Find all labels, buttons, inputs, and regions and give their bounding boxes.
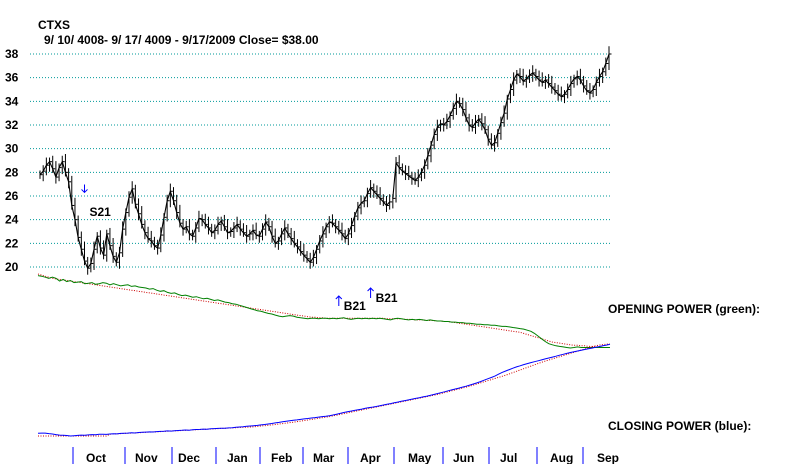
chart-subtitle: 9/ 10/ 4008- 9/ 17/ 4009 - 9/17/2009 Clo… (44, 33, 319, 47)
x-tick-label-mar: Mar (313, 451, 335, 464)
price-series (39, 46, 612, 275)
closing-power-line (37, 343, 611, 437)
y-tick-label-24: 24 (5, 213, 19, 227)
sell-signal-arrow (81, 184, 88, 194)
y-tick-label-22: 22 (5, 236, 19, 250)
opening-power-line (37, 275, 610, 349)
y-tick-label-34: 34 (5, 94, 19, 108)
x-tick-label-sep: Sep (597, 451, 619, 464)
x-tick-label-apr: Apr (360, 451, 381, 464)
x-tick-label-aug: Aug (550, 451, 573, 464)
y-tick-label-32: 32 (5, 118, 19, 132)
signal-label: B21 (376, 291, 398, 305)
x-tick-label-feb: Feb (271, 451, 292, 464)
x-tick-label-jul: Jul (500, 451, 517, 464)
signal-label: S21 (90, 205, 112, 219)
y-tick-label-20: 20 (5, 260, 19, 274)
buy-signal-arrow (335, 295, 343, 306)
y-tick-label-30: 30 (5, 142, 19, 156)
y-axis: 20 22 24 26 28 30 32 34 36 38 (5, 47, 19, 274)
signals: S21 B21 B21 (81, 184, 398, 313)
opening-power-panel (37, 273, 610, 349)
x-tick-label-jan: Jan (227, 451, 248, 464)
y-tick-label-28: 28 (5, 165, 19, 179)
closing-power-ma-line (38, 343, 611, 437)
grid (30, 53, 610, 268)
y-tick-label-36: 36 (5, 71, 19, 85)
x-tick-label-dec: Dec (178, 451, 200, 464)
buy-signal-arrow (367, 287, 374, 298)
y-tick-label-26: 26 (5, 189, 19, 203)
chart-title: CTXS (38, 18, 70, 32)
closing-power-label: CLOSING POWER (blue): (608, 419, 751, 433)
x-tick-label-oct: Oct (86, 451, 106, 464)
x-axis: Oct Nov Dec Jan Feb Mar Apr May Jun Jul Aug Sep (72, 447, 619, 464)
price-line (39, 53, 610, 270)
x-tick-label-may: May (408, 451, 432, 464)
closing-power-panel (37, 343, 611, 437)
x-tick-label-nov: Nov (135, 451, 158, 464)
signal-label: B21 (344, 299, 366, 313)
opening-power-label: OPENING POWER (green): (608, 302, 760, 316)
y-tick-label-38: 38 (5, 47, 19, 61)
x-tick-label-jun: Jun (453, 451, 474, 464)
